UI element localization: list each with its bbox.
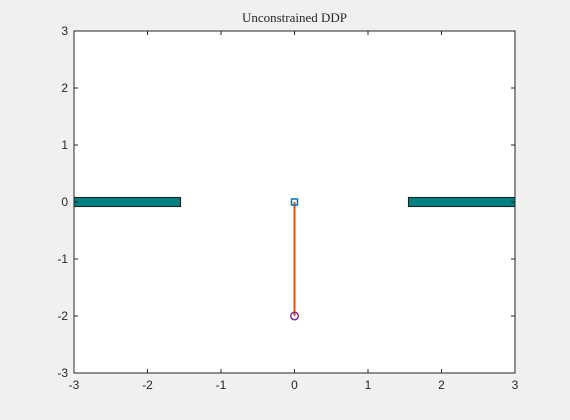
x-tick-label: 2 (438, 378, 445, 392)
obstacle-2 (407, 196, 516, 208)
y-tick-label: 2 (61, 81, 68, 95)
x-tick-label: 3 (512, 378, 519, 392)
x-tick-label: 0 (291, 378, 298, 392)
y-tick-label: 1 (61, 138, 68, 152)
y-axis: -3 -2 -1 0 1 2 3 (57, 24, 515, 380)
y-tick-label: -3 (57, 366, 68, 380)
y-tick-label: -2 (57, 309, 68, 323)
y-tick-label: 0 (61, 195, 68, 209)
x-tick-label: -2 (142, 378, 153, 392)
pivot-marker (290, 198, 299, 206)
pendulum-layer (289, 198, 300, 321)
x-tick-label: 1 (365, 378, 372, 392)
x-tick-label: -1 (216, 378, 227, 392)
x-tick-label: -3 (69, 378, 80, 392)
x-axis: -3 -2 -1 0 1 2 3 (69, 31, 519, 392)
obstacle-1 (73, 196, 182, 208)
chart-title: Unconstrained DDP (242, 10, 347, 25)
y-tick-label: 3 (61, 24, 68, 38)
bob-marker (289, 311, 300, 321)
y-tick-label: -1 (57, 252, 68, 266)
